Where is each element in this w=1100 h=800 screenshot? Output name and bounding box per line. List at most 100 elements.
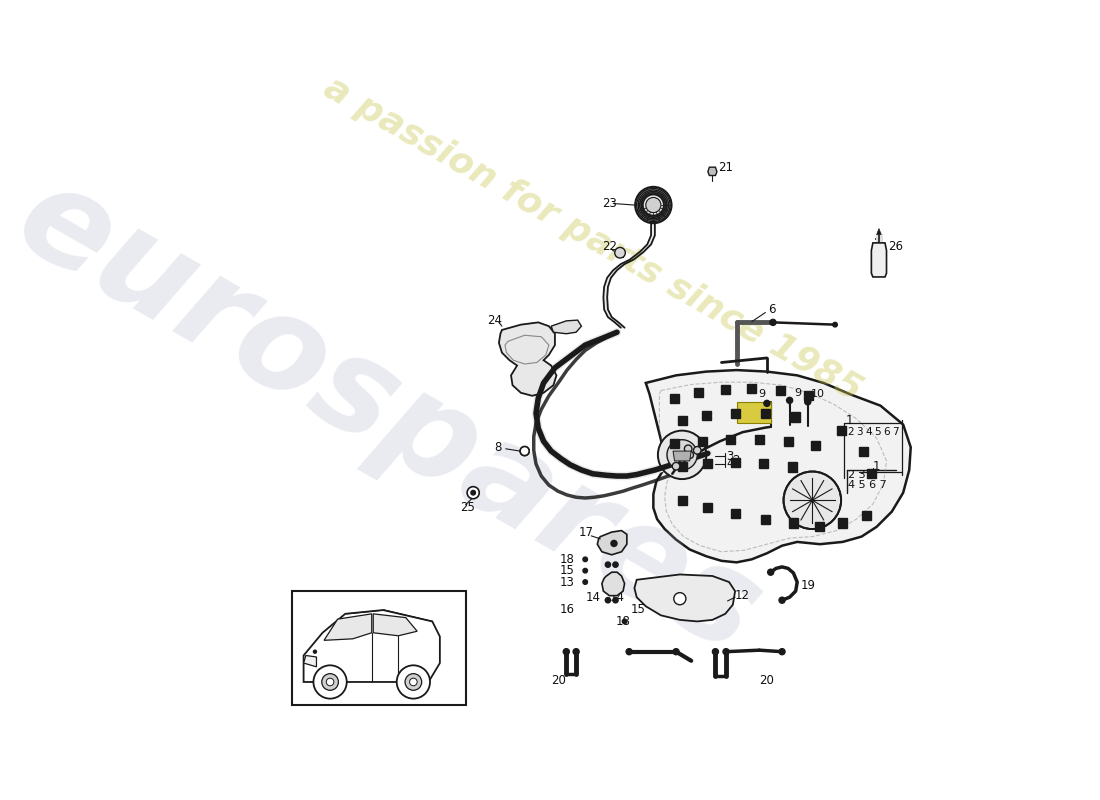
Circle shape xyxy=(686,451,693,458)
Circle shape xyxy=(327,678,334,686)
Circle shape xyxy=(623,619,627,624)
Bar xyxy=(730,510,739,518)
Circle shape xyxy=(520,446,529,456)
Polygon shape xyxy=(304,610,440,682)
Polygon shape xyxy=(304,655,317,667)
Text: 22: 22 xyxy=(602,240,617,253)
Polygon shape xyxy=(597,530,627,554)
Text: 13: 13 xyxy=(560,575,574,589)
Circle shape xyxy=(397,666,430,698)
Circle shape xyxy=(805,399,811,405)
Circle shape xyxy=(674,593,686,605)
Bar xyxy=(755,435,763,444)
Bar xyxy=(804,391,813,400)
Text: 7: 7 xyxy=(892,427,899,437)
Polygon shape xyxy=(373,614,417,636)
Text: 19: 19 xyxy=(801,578,816,591)
Text: 4 5 6 7: 4 5 6 7 xyxy=(848,480,887,490)
Circle shape xyxy=(613,598,618,603)
Bar xyxy=(737,402,771,423)
Circle shape xyxy=(779,597,785,603)
Text: 12: 12 xyxy=(735,589,750,602)
Bar xyxy=(678,462,686,470)
Circle shape xyxy=(605,598,610,603)
Bar xyxy=(862,511,871,520)
Text: 15: 15 xyxy=(560,564,574,577)
Polygon shape xyxy=(499,322,557,396)
Bar xyxy=(670,439,679,448)
Text: 23: 23 xyxy=(602,197,617,210)
Text: 2: 2 xyxy=(847,427,854,437)
Bar xyxy=(702,411,711,420)
Bar xyxy=(678,416,686,426)
Text: 15: 15 xyxy=(630,602,646,616)
Text: 21: 21 xyxy=(717,161,733,174)
Circle shape xyxy=(786,398,793,403)
Circle shape xyxy=(573,649,580,654)
Bar xyxy=(761,514,770,524)
Circle shape xyxy=(409,678,417,686)
Text: 6: 6 xyxy=(769,303,776,316)
Text: 1: 1 xyxy=(846,414,854,427)
Polygon shape xyxy=(602,572,625,596)
Bar xyxy=(859,446,868,456)
Circle shape xyxy=(613,562,618,567)
Text: 9: 9 xyxy=(758,390,764,399)
Text: 16: 16 xyxy=(560,602,574,616)
Polygon shape xyxy=(877,229,881,234)
Bar xyxy=(694,388,703,398)
Bar xyxy=(788,462,798,471)
Circle shape xyxy=(563,649,570,654)
Bar xyxy=(703,503,713,512)
Bar xyxy=(703,459,713,469)
Polygon shape xyxy=(646,370,911,562)
Circle shape xyxy=(723,649,729,654)
Text: 6: 6 xyxy=(883,427,890,437)
Circle shape xyxy=(783,471,842,529)
Circle shape xyxy=(583,580,587,584)
Circle shape xyxy=(779,649,785,654)
Text: 5: 5 xyxy=(874,427,881,437)
Circle shape xyxy=(605,562,610,567)
Bar xyxy=(776,386,785,395)
Bar xyxy=(670,394,679,402)
Circle shape xyxy=(667,440,697,470)
Text: 3: 3 xyxy=(856,427,862,437)
Bar xyxy=(838,518,847,527)
Text: 9: 9 xyxy=(794,388,801,398)
Text: 26: 26 xyxy=(888,240,903,253)
Circle shape xyxy=(322,674,339,690)
Text: 10: 10 xyxy=(811,390,825,399)
Bar xyxy=(837,426,846,435)
Bar xyxy=(783,437,793,446)
Bar xyxy=(730,458,739,467)
Text: 14: 14 xyxy=(609,590,625,604)
Polygon shape xyxy=(708,167,717,175)
Circle shape xyxy=(693,446,701,454)
Text: 4: 4 xyxy=(726,458,734,470)
Text: 20: 20 xyxy=(759,674,774,687)
Circle shape xyxy=(635,187,671,223)
Bar xyxy=(761,409,770,418)
Circle shape xyxy=(770,319,776,326)
Circle shape xyxy=(610,541,617,546)
Circle shape xyxy=(673,649,679,654)
Bar xyxy=(791,413,800,422)
Text: 24: 24 xyxy=(487,314,502,326)
Bar xyxy=(730,409,739,418)
Text: 14: 14 xyxy=(585,590,601,604)
Circle shape xyxy=(672,462,680,470)
Circle shape xyxy=(684,445,692,453)
Circle shape xyxy=(615,247,625,258)
Bar xyxy=(789,518,797,527)
Circle shape xyxy=(646,198,661,213)
Text: 1: 1 xyxy=(873,460,880,473)
Text: 18: 18 xyxy=(560,553,574,566)
Circle shape xyxy=(679,455,686,462)
Text: 3: 3 xyxy=(726,450,734,463)
Circle shape xyxy=(314,666,346,698)
Circle shape xyxy=(520,446,529,456)
Text: a passion for parts since 1985: a passion for parts since 1985 xyxy=(318,70,868,408)
Text: 20: 20 xyxy=(551,674,566,687)
Text: 25: 25 xyxy=(460,502,475,514)
